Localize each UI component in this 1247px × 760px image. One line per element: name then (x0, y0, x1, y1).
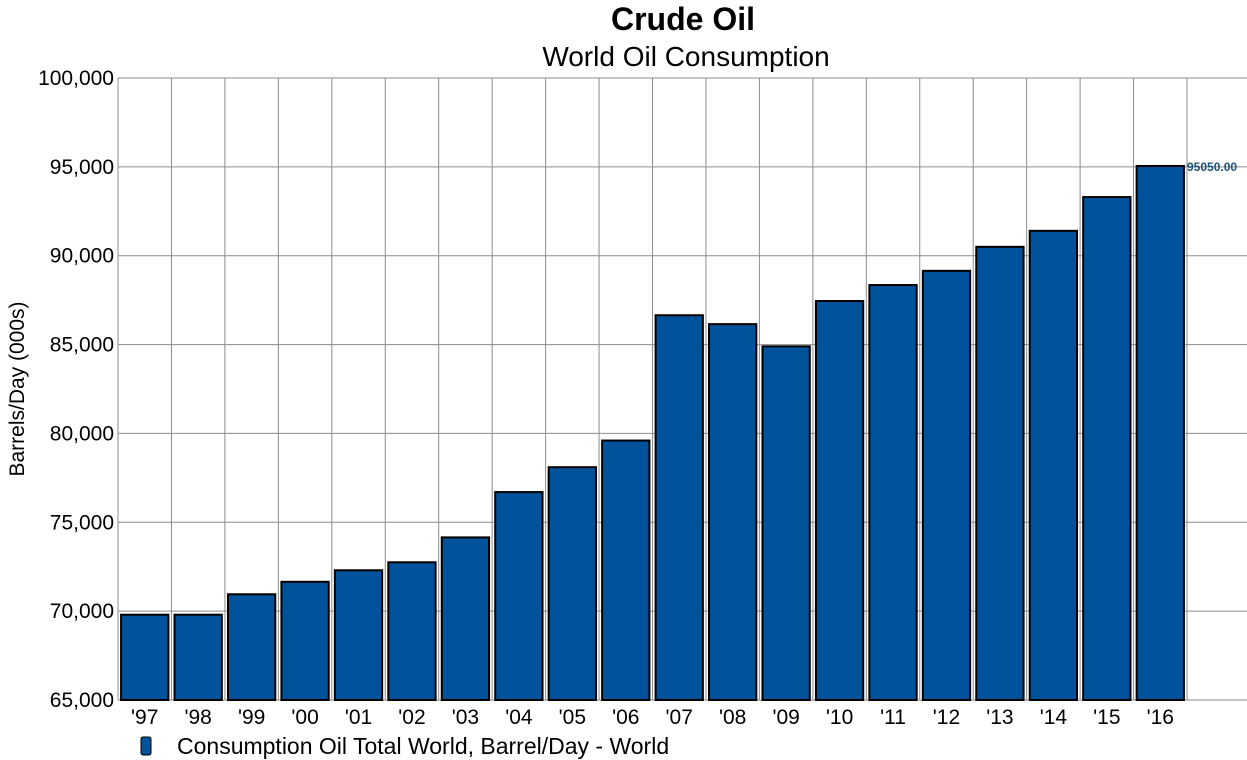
x-tick-label: '13 (986, 706, 1013, 729)
gridlines (117, 77, 1247, 701)
bar (601, 439, 651, 701)
x-tick-label: '06 (612, 706, 639, 729)
bar (333, 569, 384, 701)
bars (120, 164, 1185, 702)
bar (440, 536, 491, 701)
y-tick-label: 90,000 (50, 245, 114, 268)
x-tick-label: '14 (1040, 706, 1068, 729)
bar (547, 466, 597, 701)
bar (120, 613, 170, 701)
bar (1082, 196, 1132, 701)
x-tick-label: '04 (505, 706, 533, 729)
bar (1028, 229, 1079, 701)
y-tick-label: 65,000 (50, 689, 114, 712)
bar (975, 245, 1025, 701)
chart-subtitle: World Oil Consumption (542, 41, 829, 72)
bar (814, 300, 865, 701)
y-tick-label: 85,000 (50, 334, 114, 357)
x-tick-label: '11 (880, 706, 906, 729)
bar (280, 580, 330, 702)
bar (387, 561, 437, 701)
y-tick-label: 75,000 (50, 511, 114, 534)
x-tick-label: '09 (772, 706, 799, 729)
bar (868, 284, 918, 701)
bar (226, 593, 277, 702)
bar (761, 345, 811, 701)
x-tick-label: '01 (345, 706, 372, 729)
x-tick-label: '99 (238, 706, 265, 729)
y-axis-label: Barrels/Day (000s) (6, 301, 29, 476)
bar (654, 314, 704, 701)
chart-title: Crude Oil (611, 1, 755, 37)
y-axis-ticks: 65,000 70,000 75,000 80,000 85,000 90,000 95,0… (38, 67, 114, 712)
bar (921, 269, 972, 701)
x-tick-label: '07 (666, 706, 693, 729)
x-tick-label: '02 (398, 706, 425, 729)
y-tick-label: 95,000 (50, 156, 114, 179)
legend-label: Consumption Oil Total World, Barrel/Day … (177, 733, 669, 759)
x-tick-label: '08 (719, 706, 746, 729)
x-tick-label: '98 (184, 706, 211, 729)
legend: Consumption Oil Total World, Barrel/Day … (140, 733, 669, 759)
y-tick-label: 70,000 (50, 600, 114, 623)
x-tick-label: '05 (559, 706, 586, 729)
x-tick-label: '15 (1093, 706, 1120, 729)
bar (494, 491, 544, 701)
x-tick-label: '97 (131, 706, 158, 729)
x-tick-label: '03 (452, 706, 479, 729)
y-tick-label: 100,000 (38, 67, 114, 90)
legend-swatch (140, 736, 152, 756)
x-tick-label: '10 (826, 706, 853, 729)
x-tick-label: '00 (291, 706, 318, 729)
x-axis-ticks: '97 '98 '99 '00 '01 '02 '03 '04 '05 '06 '07 '08 '09 '… (131, 706, 1174, 729)
bar (708, 323, 758, 701)
x-tick-label: '16 (1147, 706, 1174, 729)
last-value-annotation: 95050.00 (1187, 160, 1237, 174)
bar (1135, 164, 1185, 701)
y-tick-label: 80,000 (50, 422, 114, 445)
x-tick-label: '12 (933, 706, 960, 729)
bar (173, 613, 223, 701)
